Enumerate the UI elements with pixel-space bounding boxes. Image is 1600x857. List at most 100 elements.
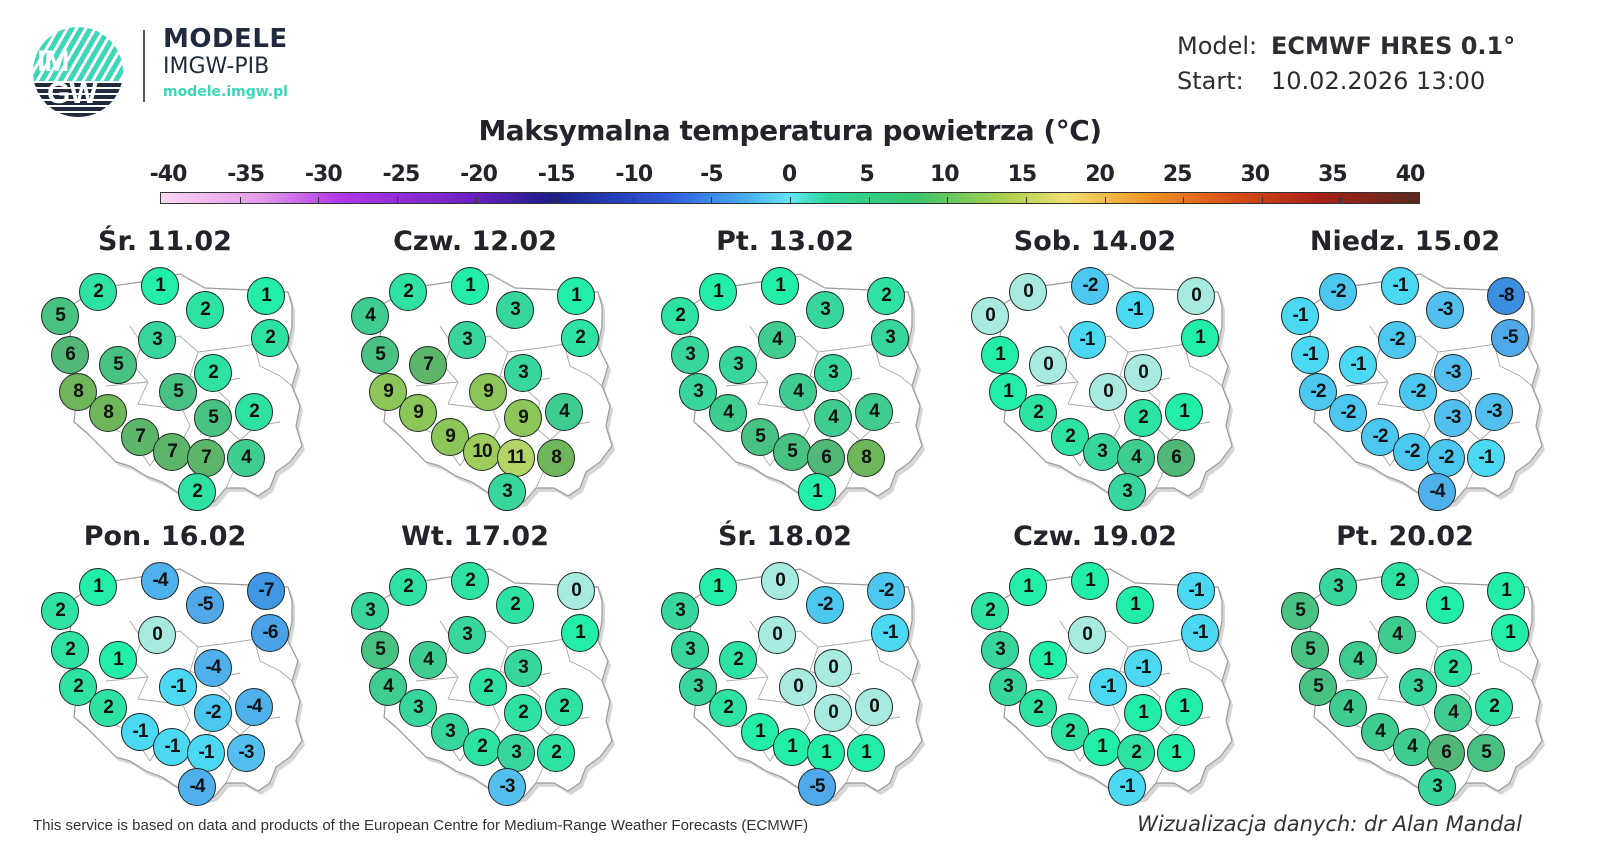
temperature-marker: 0 (1029, 346, 1067, 384)
forecast-panel: Czw. 12.02 4 2 1 3 1 3 2 5 7 3 9 9 9 9 4 9 10 11 8 3 (320, 226, 630, 526)
temperature-marker: 3 (1399, 668, 1437, 706)
colorbar-tick-mark (396, 197, 398, 203)
temperature-marker: -3 (1475, 393, 1513, 431)
colorbar-tick-mark (790, 197, 791, 203)
temperature-marker: -1 (1089, 668, 1127, 706)
temperature-marker: 1 (1124, 694, 1162, 732)
temperature-marker: 5 (1291, 631, 1329, 669)
temperature-marker: 5 (361, 336, 399, 374)
brand-title: MODELE (163, 24, 288, 54)
model-value: ECMWF HRES 0.1° (1271, 32, 1516, 60)
temperature-marker: 9 (431, 418, 469, 456)
temperature-marker: 4 (545, 393, 583, 431)
temperature-marker: -3 (1434, 354, 1472, 392)
temperature-marker: 3 (1319, 568, 1357, 606)
colorbar-tick-mark (1025, 197, 1027, 203)
temperature-marker: -3 (227, 734, 265, 772)
temperature-marker: 2 (389, 568, 427, 606)
temperature-marker: 0 (814, 694, 852, 732)
temperature-marker: 1 (1165, 688, 1203, 726)
temperature-marker: -2 (1393, 433, 1431, 471)
temperature-marker: 3 (488, 473, 526, 511)
temperature-marker: 0 (814, 649, 852, 687)
temperature-marker: 3 (504, 649, 542, 687)
forecast-panel: Sob. 14.02 0 0 -2 -1 0 -1 1 1 0 0 1 0 2 2 1 2 3 4 6 3 (940, 226, 1250, 526)
temperature-marker: -1 (1281, 297, 1319, 335)
colorbar-tick-mark (1261, 197, 1263, 203)
temperature-marker: 4 (1117, 439, 1155, 477)
day-label: Śr. 11.02 (98, 226, 232, 257)
temperature-marker: 0 (1124, 354, 1162, 392)
logo-text-bottom: GW (47, 77, 98, 110)
temperature-marker: 5 (99, 346, 137, 384)
temperature-marker: 3 (806, 291, 844, 329)
temperature-marker: -1 (1124, 649, 1162, 687)
colorbar-tick-mark (554, 197, 556, 203)
temperature-marker: 1 (807, 734, 845, 772)
author-credit: Wizualizacja danych: dr Alan Mandal (1137, 812, 1522, 836)
day-label: Niedz. 15.02 (1309, 226, 1501, 257)
temperature-marker: 2 (469, 668, 507, 706)
temperature-marker: 2 (537, 734, 575, 772)
temperature-marker: 0 (758, 616, 796, 654)
temperature-marker: 1 (247, 277, 285, 315)
temperature-marker: 3 (351, 592, 389, 630)
temperature-marker: -2 (1071, 267, 1109, 305)
temperature-marker: 1 (1181, 319, 1219, 357)
temperature-marker: -4 (235, 688, 273, 726)
colorbar-tick-label: 5 (859, 162, 874, 187)
temperature-marker: 1 (847, 734, 885, 772)
colorbar-tick-label: -25 (382, 162, 421, 187)
temperature-marker: -1 (121, 713, 159, 751)
temperature-marker: 4 (1329, 689, 1367, 727)
temperature-marker: 7 (409, 346, 447, 384)
forecast-panel: Pt. 13.02 2 1 1 3 2 4 3 3 3 3 3 4 4 4 4 5 5 6 8 1 (630, 226, 940, 526)
ecmwf-credit: This service is based on data and produc… (33, 817, 809, 834)
temperature-marker: 0 (1009, 273, 1047, 311)
colorbar-tick-mark (947, 197, 949, 203)
temperature-marker: 11 (497, 439, 535, 477)
temperature-marker: 2 (1381, 562, 1419, 600)
temperature-marker: -2 (1319, 273, 1357, 311)
temperature-marker: 0 (1068, 616, 1106, 654)
colorbar-tick-mark (632, 197, 634, 203)
brand-url[interactable]: modele.imgw.pl (163, 84, 288, 100)
temperature-marker: 0 (557, 572, 595, 610)
temperature-marker: 3 (448, 321, 486, 359)
temperature-marker: -7 (247, 572, 285, 610)
temperature-marker: 4 (779, 373, 817, 411)
colorbar-tick-mark (711, 197, 713, 203)
day-label: Sob. 14.02 (1013, 226, 1177, 257)
temperature-marker: 2 (1475, 688, 1513, 726)
temperature-marker: -3 (1426, 291, 1464, 329)
temperature-marker: 2 (709, 689, 747, 727)
day-label: Czw. 19.02 (1013, 521, 1177, 552)
colorbar-tick-label: -35 (227, 162, 265, 187)
temperature-marker: 3 (504, 354, 542, 392)
temperature-marker: 5 (41, 297, 79, 335)
temperature-marker: 5 (159, 373, 197, 411)
temperature-marker: 1 (741, 713, 779, 751)
temperature-marker: 1 (773, 728, 811, 766)
temperature-marker: 8 (537, 439, 575, 477)
temperature-marker: 2 (41, 592, 79, 630)
temperature-marker: 1 (451, 267, 489, 305)
temperature-marker: -4 (178, 768, 216, 806)
temperature-marker: 0 (761, 562, 799, 600)
temperature-marker: 0 (779, 668, 817, 706)
temperature-marker: 0 (1089, 373, 1127, 411)
temperature-marker: 2 (463, 728, 501, 766)
temperature-marker: -1 (1181, 614, 1219, 652)
colorbar-tick-label: 25 (1162, 162, 1193, 187)
temperature-marker: 3 (719, 346, 757, 384)
temperature-marker: 4 (758, 321, 796, 359)
temperature-marker: -5 (798, 768, 836, 806)
colorbar-tick-label: 30 (1240, 162, 1270, 187)
colorbar-tick-label: -5 (700, 162, 723, 187)
temperature-marker: -2 (194, 694, 232, 732)
temperature-marker: 3 (1418, 768, 1456, 806)
logo-text-top: IM (37, 45, 69, 78)
temperature-marker: 9 (469, 373, 507, 411)
temperature-marker: 1 (699, 273, 737, 311)
chart-title: Maksymalna temperatura powietrza (°C) (478, 114, 1102, 147)
